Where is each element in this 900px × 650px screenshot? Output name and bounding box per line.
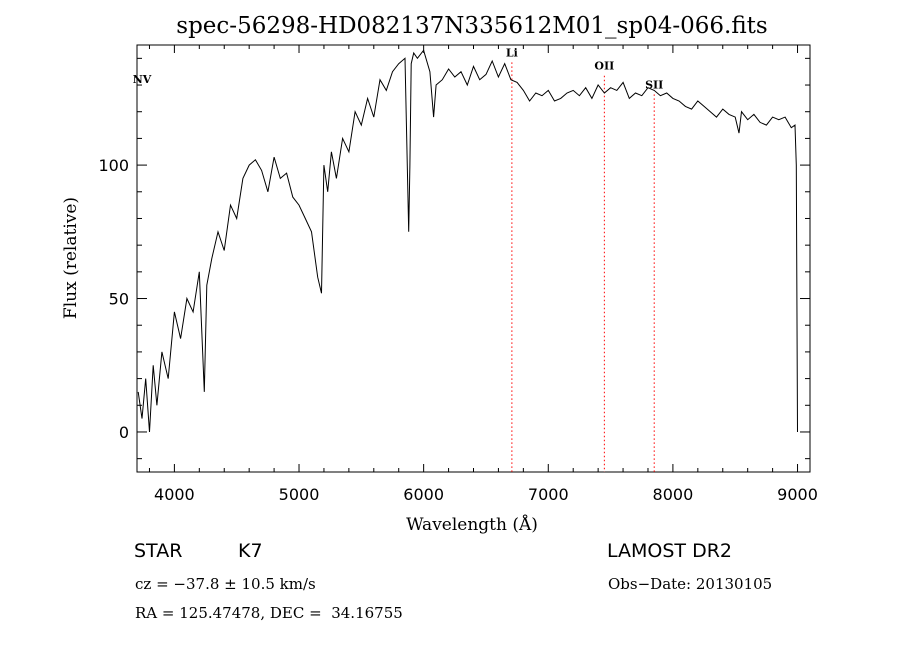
redshift-cz: cz = −37.8 ± 10.5 km/s [135,575,316,593]
coordinates: RA = 125.47478, DEC = 34.16755 [135,604,403,622]
y-tick-label: 0 [119,423,129,442]
y-tick-label: 50 [109,290,129,309]
line-label-nv: NV [133,73,152,86]
object-class: STAR [134,540,183,562]
x-axis-label: Wavelength (Å) [406,514,538,535]
x-tick-label: 6000 [403,485,444,504]
plot-frame [136,44,811,473]
line-label-oii: OII [594,60,614,73]
x-tick-label: 4000 [154,485,195,504]
line-markers [511,62,655,472]
spectrum-series-line [137,49,798,433]
x-tick-label: 5000 [279,485,320,504]
chart-title: spec-56298-HD082137N335612M01_sp04-066.f… [176,13,767,39]
object-subclass: K7 [238,540,263,562]
x-tick-label: 8000 [653,485,694,504]
survey-name: LAMOST DR2 [607,540,732,562]
line-label-li: Li [506,46,518,59]
observation-date: Obs−Date: 20130105 [608,575,773,593]
x-tick-label: 7000 [528,485,569,504]
line-label-sii: SII [645,78,663,91]
y-tick-label: 100 [98,156,129,175]
line-labels: NV Li OII SII [133,46,664,91]
x-tick-label: 9000 [777,485,818,504]
y-axis-label: Flux (relative) [61,197,81,319]
axis-ticks: 4000 5000 6000 7000 8000 9000 0 50 100 [98,45,818,504]
